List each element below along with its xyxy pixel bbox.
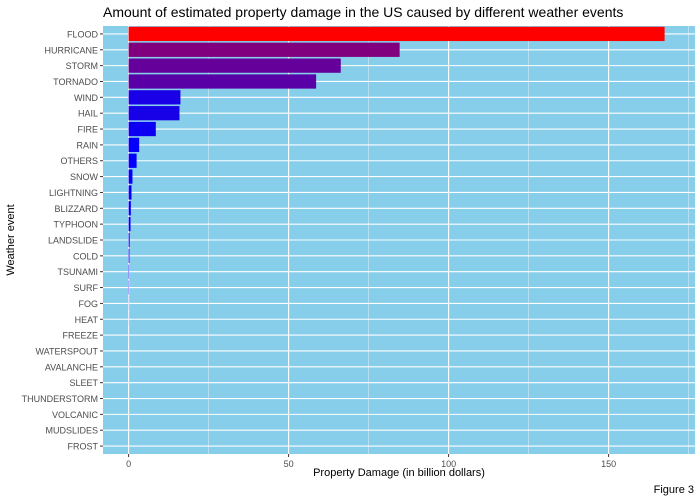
y-tick-label-tsunami: TSUNAMI — [58, 267, 99, 277]
bar-snow — [128, 169, 133, 184]
y-tick-label-snow: SNOW — [70, 172, 99, 182]
bar-hail — [128, 106, 180, 121]
x-tick-label-150: 150 — [601, 459, 616, 469]
bar-others — [128, 153, 137, 168]
y-tick-label-tornado: TORNADO — [53, 77, 98, 87]
bar-tornado — [128, 74, 317, 89]
y-tick-label-hail: HAIL — [78, 109, 98, 119]
bar-rain — [128, 137, 140, 153]
x-axis-label: Property Damage (in billion dollars) — [313, 467, 485, 479]
figure-caption: Figure 3 — [653, 484, 694, 496]
bar-fire — [128, 121, 156, 137]
bar-hurricane — [128, 42, 400, 57]
y-tick-label-landslide: LANDSLIDE — [48, 236, 98, 246]
y-tick-label-freeze: FREEZE — [62, 331, 98, 341]
y-tick-label-fire: FIRE — [77, 125, 98, 135]
bar-blizzard — [128, 201, 131, 216]
bar-wind — [128, 90, 181, 105]
y-tick-label-waterspout: WATERSPOUT — [36, 346, 99, 356]
y-tick-label-flood: FLOOD — [67, 29, 99, 39]
y-tick-label-volcanic: VOLCANIC — [52, 410, 99, 420]
x-tick-label-50: 50 — [284, 459, 294, 469]
y-tick-label-surf: SURF — [74, 283, 99, 293]
y-tick-label-hurricane: HURRICANE — [44, 45, 98, 55]
y-tick-label-frost: FROST — [68, 442, 99, 452]
y-tick-label-heat: HEAT — [75, 315, 99, 325]
y-tick-label-lightning: LIGHTNING — [49, 188, 98, 198]
y-axis-label: Weather event — [5, 204, 17, 276]
bar-typhoon — [128, 217, 131, 232]
y-tick-label-typhoon: TYPHOON — [53, 220, 98, 230]
bar-landslide — [128, 232, 130, 248]
chart-title: Amount of estimated property damage in t… — [103, 4, 624, 20]
bar-cold — [128, 248, 130, 263]
y-tick-label-blizzard: BLIZZARD — [54, 204, 98, 214]
y-tick-label-fog: FOG — [79, 299, 99, 309]
x-tick-label-100: 100 — [441, 459, 456, 469]
y-tick-label-cold: COLD — [73, 251, 99, 261]
y-tick-label-others: OTHERS — [60, 156, 98, 166]
y-tick-label-sleet: SLEET — [69, 378, 98, 388]
bar-lightning — [128, 185, 132, 200]
y-axis-label-container: Weather event — [0, 26, 22, 454]
y-tick-label-wind: WIND — [74, 93, 98, 103]
y-tick-label-thunderstorm: THUNDERSTORM — [22, 394, 98, 404]
y-tick-label-storm: STORM — [66, 61, 98, 71]
y-tick-label-avalanche: AVALANCHE — [45, 362, 98, 372]
bar-storm — [128, 58, 341, 73]
y-tick-label-rain: RAIN — [76, 140, 98, 150]
x-tick-label-0: 0 — [126, 459, 131, 469]
bar-flood — [128, 26, 665, 42]
y-tick-label-mudslides: MUDSLIDES — [45, 426, 98, 436]
